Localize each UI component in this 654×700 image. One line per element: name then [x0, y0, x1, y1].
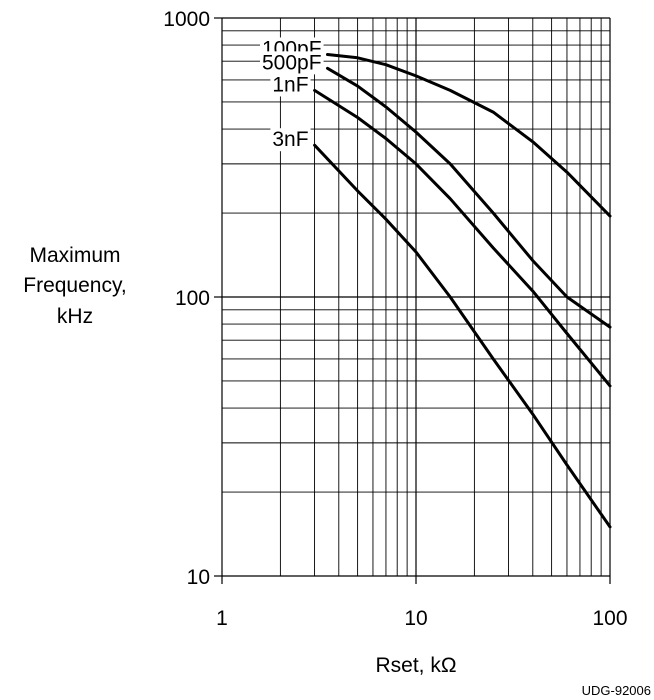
y-tick-label: 100 — [175, 287, 210, 310]
series-label-background — [260, 51, 324, 75]
y-tick-label: 10 — [187, 566, 210, 589]
figure-code-label: UDG-92006 — [582, 683, 651, 698]
y-axis-title-line-3: kHz — [57, 305, 93, 328]
x-axis-title: Rset, kΩ — [375, 654, 456, 677]
y-tick-label: 1000 — [163, 8, 210, 31]
x-tick-label: 10 — [404, 607, 427, 630]
series-label-background — [270, 73, 311, 97]
series-line-3nf — [313, 143, 612, 529]
series-line-100pf — [326, 53, 612, 218]
grid-lines — [214, 17, 611, 584]
series-line-1nf — [313, 88, 612, 388]
y-axis-title-line-1: Maximum — [29, 244, 120, 267]
series-label-500pf: 500pF — [262, 51, 322, 74]
tick-labels: 10 100 1000 1 10 100 — [163, 8, 627, 630]
y-axis-title-line-2: Frequency, — [23, 274, 127, 297]
series-curves — [313, 53, 612, 529]
series-label-background — [270, 128, 311, 152]
x-tick-label: 100 — [592, 607, 627, 630]
series-line-500pf — [326, 66, 612, 329]
series-label-3nf: 3nF — [272, 128, 308, 151]
x-tick-label: 1 — [216, 607, 228, 630]
series-label-1nf: 1nF — [272, 73, 308, 96]
